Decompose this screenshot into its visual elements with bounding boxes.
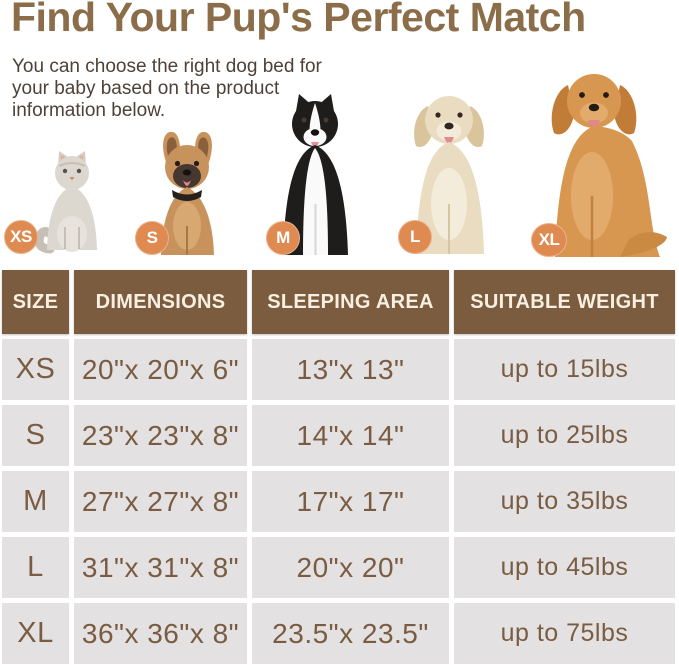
cell-sleeping-area-xs: 13"x 13" [252, 339, 449, 400]
cell-size-xl: XL [2, 603, 69, 664]
cell-sleeping-area-s: 14"x 14" [252, 405, 449, 466]
cell-dimensions-s: 23"x 23"x 8" [74, 405, 247, 466]
cat-icon [34, 151, 97, 254]
column-header-sleeping-area: SLEEPING AREA [252, 270, 449, 334]
cell-sleeping-area-m: 17"x 17" [252, 471, 449, 532]
page-subtitle: You can choose the right dog bed for you… [12, 56, 342, 122]
cat-photo [34, 150, 110, 261]
cell-size-l: L [2, 537, 69, 598]
size-badge-xl: XL [531, 223, 567, 257]
cell-size-xs: XS [2, 339, 69, 400]
cell-sleeping-area-l: 20"x 20" [252, 537, 449, 598]
cell-sleeping-area-xl: 23.5"x 23.5" [252, 603, 449, 664]
cell-weight-l: up to 45lbs [454, 537, 675, 598]
cell-size-s: S [2, 405, 69, 466]
size-badge-m: M [266, 221, 300, 255]
light-golden-photo [392, 84, 507, 262]
cell-weight-s: up to 25lbs [454, 405, 675, 466]
french-bulldog-icon [161, 131, 214, 255]
french-bulldog-photo [140, 128, 235, 263]
cell-weight-xs: up to 15lbs [454, 339, 675, 400]
cell-dimensions-m: 27"x 27"x 8" [74, 471, 247, 532]
golden-retriever-icon [551, 74, 667, 257]
column-header-dimensions: DIMENSIONS [74, 270, 247, 334]
size-chart-table: SIZE DIMENSIONS SLEEPING AREA SUITABLE W… [2, 270, 677, 664]
cell-dimensions-l: 31"x 31"x 8" [74, 537, 247, 598]
size-badge-xs: XS [4, 220, 38, 254]
subtitle-line-2: your baby based on the product [12, 78, 280, 99]
golden-retriever-photo [520, 61, 670, 266]
subtitle-line-3: information below. [12, 100, 166, 121]
subtitle-line-1: You can choose the right dog bed for [12, 56, 322, 77]
column-header-suitable-weight: SUITABLE WEIGHT [454, 270, 675, 334]
cell-weight-m: up to 35lbs [454, 471, 675, 532]
light-golden-icon [414, 96, 484, 254]
size-badge-l: L [398, 220, 432, 254]
size-badge-s: S [135, 221, 169, 255]
cell-dimensions-xl: 36"x 36"x 8" [74, 603, 247, 664]
border-collie-icon [283, 94, 348, 255]
page-title: Find Your Pup's Perfect Match [11, 0, 586, 40]
cell-size-m: M [2, 471, 69, 532]
cell-dimensions-xs: 20"x 20"x 6" [74, 339, 247, 400]
column-header-size: SIZE [2, 270, 69, 334]
border-collie-photo [263, 92, 368, 263]
cell-weight-xl: up to 75lbs [454, 603, 675, 664]
